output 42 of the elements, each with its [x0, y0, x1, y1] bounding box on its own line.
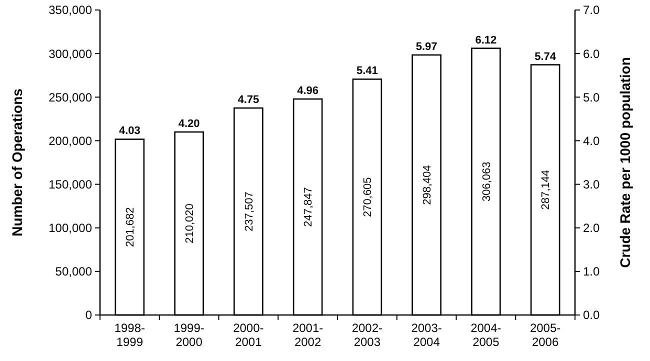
data-label: 298,404 [421, 165, 434, 205]
data-label: 287,144 [540, 170, 552, 210]
y-axis-title: Number of Operations [9, 88, 25, 236]
y2-tick-label: 5.0 [583, 90, 600, 104]
data-label: 210,020 [184, 204, 196, 244]
data-label: 201,682 [124, 207, 137, 248]
y2-tick-label: 7.0 [583, 3, 600, 18]
x-tick-label: 1999-2000 [174, 321, 204, 349]
x-tick-label: 2000-2001 [233, 321, 264, 349]
annotation: 5.41 [356, 65, 378, 78]
annotation: 4.20 [178, 118, 200, 130]
y-tick-label: 0 [85, 308, 92, 322]
y-tick-label: 350,000 [48, 3, 92, 18]
y2-tick-label: 6.0 [583, 46, 600, 61]
data-label: 247,847 [302, 187, 315, 227]
x-tick-label: 2001-2002 [292, 321, 324, 349]
x-tick-label: 2004-2005 [470, 321, 502, 349]
x-tick-label: 2005-2006 [530, 321, 561, 349]
y2-tick-label: 2.0 [583, 221, 600, 236]
annotation: 4.75 [238, 94, 260, 106]
x-tick-label: 1998-1999 [114, 321, 146, 349]
y-tick-label: 300,000 [48, 46, 92, 61]
annotation: 5.97 [416, 40, 438, 53]
y-tick-label: 150,000 [48, 177, 92, 192]
annotation: 4.03 [118, 125, 140, 138]
y-tick-label: 200,000 [48, 134, 92, 148]
annotation: 4.96 [297, 85, 319, 98]
y-tick-label: 100,000 [48, 221, 92, 236]
y2-axis-title: Crude Rate per 1000 population [617, 57, 633, 268]
y-tick-label: 250,000 [48, 90, 92, 104]
y-tick-label: 50,000 [55, 264, 92, 279]
y2-tick-label: 0.0 [583, 308, 600, 322]
data-label: 306,063 [480, 162, 493, 202]
data-label: 270,605 [362, 177, 374, 217]
y2-tick-label: 3.0 [583, 177, 600, 192]
data-label: 237,507 [243, 192, 256, 232]
y2-tick-label: 1.0 [583, 264, 600, 279]
y2-tick-label: 4.0 [583, 134, 600, 148]
annotation: 5.74 [534, 50, 557, 63]
x-tick-label: 2003-2004 [411, 321, 442, 349]
x-tick-label: 2002-2003 [352, 321, 383, 349]
annotation: 6.12 [475, 34, 497, 46]
